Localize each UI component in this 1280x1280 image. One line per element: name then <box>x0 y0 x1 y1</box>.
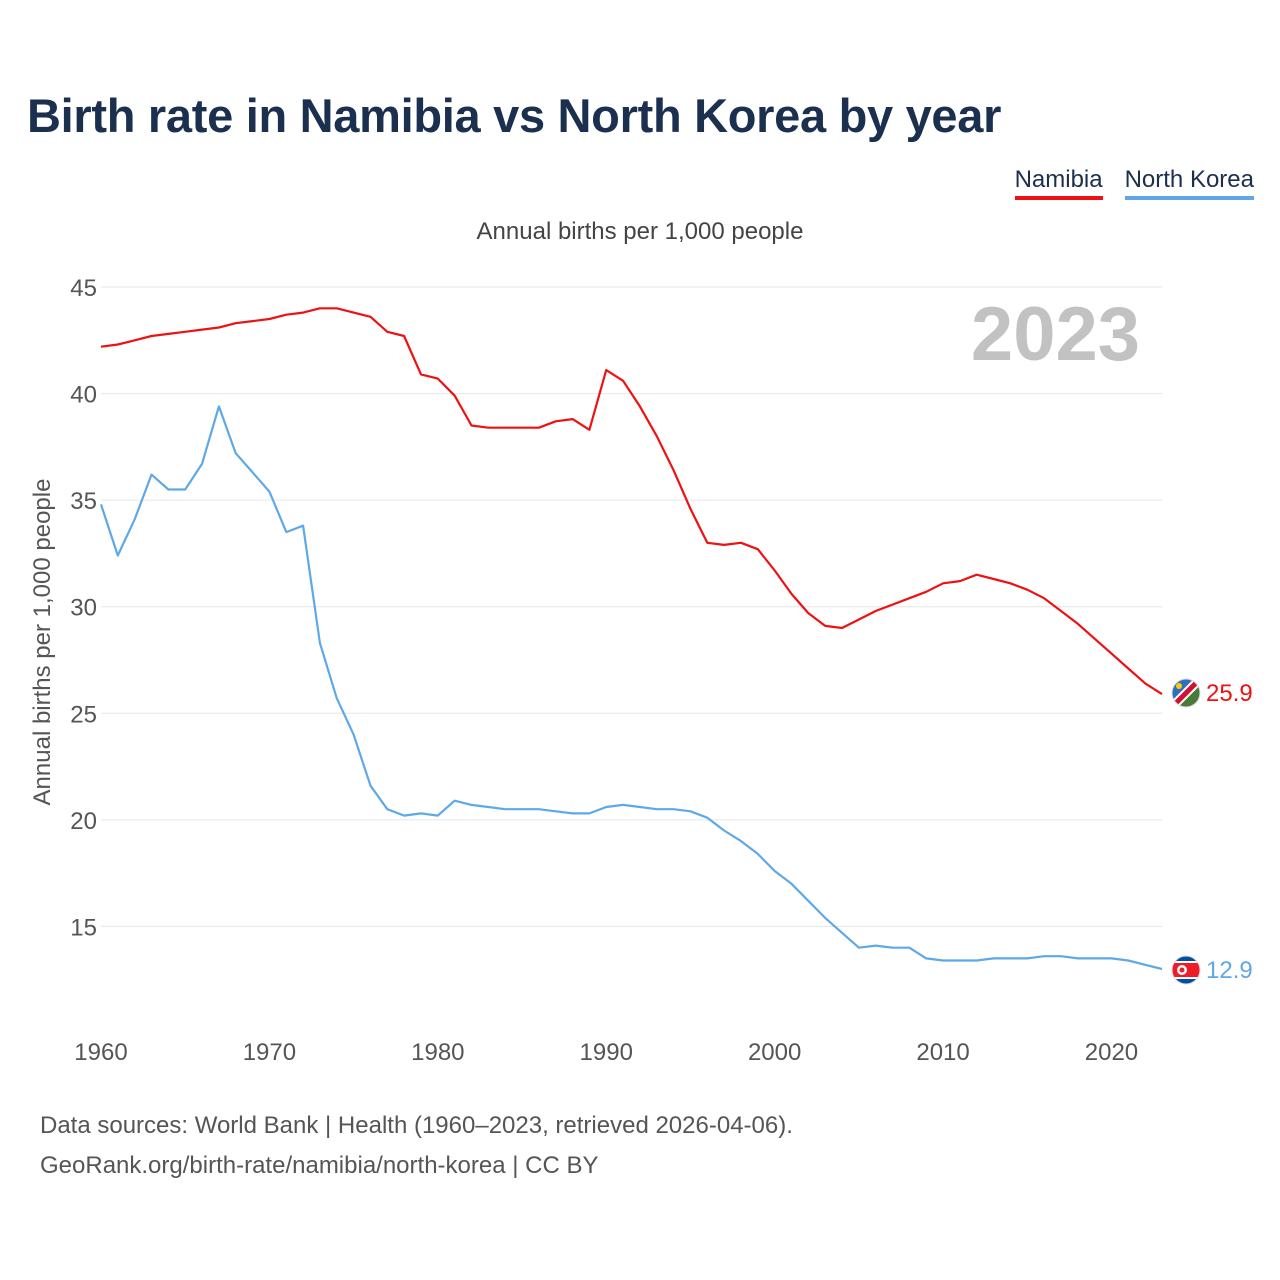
legend-item-namibia[interactable]: Namibia <box>1014 166 1103 200</box>
chart-subtitle: Annual births per 1,000 people <box>476 218 804 245</box>
x-tick-label: 1990 <box>580 1039 633 1066</box>
y-tick-label: 25 <box>70 701 97 728</box>
legend-item-north-korea[interactable]: North Korea <box>1124 166 1254 200</box>
footer-sources: Data sources: World Bank | Health (1960–… <box>40 1112 793 1139</box>
gridlines <box>101 286 1162 927</box>
y-tick-label: 20 <box>70 808 97 835</box>
series-lines <box>99 307 1163 971</box>
series-line-namibia[interactable] <box>100 307 1163 696</box>
footer-link[interactable]: GeoRank.org/birth-rate/namibia/north-kor… <box>40 1152 599 1179</box>
series-line-north-korea[interactable] <box>99 405 1163 971</box>
namibia-flag-icon <box>1171 678 1201 708</box>
x-axis-ticks: 1960 1970 1980 1990 2000 2010 2020 <box>74 1039 1138 1066</box>
x-tick-label: 2020 <box>1085 1039 1138 1066</box>
chart-title: Birth rate in Namibia vs North Korea by … <box>27 89 1002 142</box>
x-tick-label: 1970 <box>243 1039 296 1066</box>
namibia-end-value: 25.9 <box>1206 680 1253 707</box>
north-korea-end-value: 12.9 <box>1206 957 1253 984</box>
y-axis-label: Annual births per 1,000 people <box>29 479 56 806</box>
y-tick-label: 15 <box>70 914 97 941</box>
x-tick-label: 1960 <box>74 1039 127 1066</box>
x-tick-label: 2000 <box>748 1039 801 1066</box>
y-tick-label: 35 <box>70 488 97 515</box>
year-label: 2023 <box>971 292 1140 377</box>
y-tick-label: 40 <box>70 382 97 409</box>
legend: Namibia North Korea <box>1014 166 1254 200</box>
footer: Data sources: World Bank | Health (1960–… <box>40 1106 793 1186</box>
y-tick-label: 30 <box>70 595 97 622</box>
y-tick-label: 45 <box>70 275 97 302</box>
y-axis-ticks: 15 20 25 30 35 40 45 <box>70 275 97 941</box>
x-tick-label: 1980 <box>411 1039 464 1066</box>
north-korea-flag-icon <box>1171 955 1201 985</box>
x-tick-label: 2010 <box>916 1039 969 1066</box>
